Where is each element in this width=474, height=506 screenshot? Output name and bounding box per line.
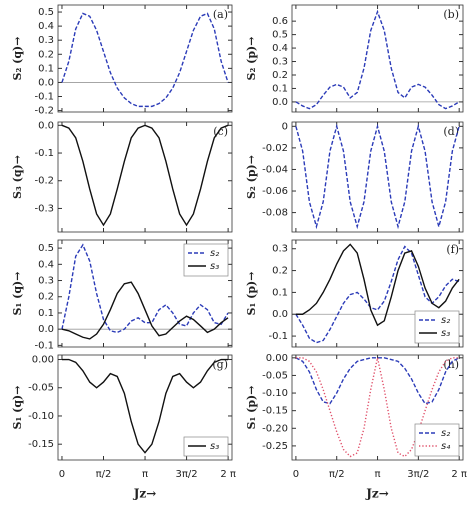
data-line [61,358,229,454]
data-line [295,123,460,230]
y-axis-label: S₁ (p)→ [245,386,258,430]
plot-frame [291,121,464,233]
legend-label: s₄ [441,441,450,452]
y-tick-label: 0.2 [272,266,288,277]
y-tick-label: -0.06 [262,186,288,197]
y-tick-label: 0.1 [38,63,54,74]
y-axis-label: S₂ (q)→ [11,37,24,81]
y-tick-label: -0.1 [34,92,54,103]
y-tick-label: -0.1 [268,331,288,342]
y-tick-label: -0.15 [262,406,288,417]
y-tick-label: 0.0 [38,120,54,131]
x-tick-label: 0 [59,469,65,480]
y-tick-label: 0.0 [272,97,288,108]
x-tick-label: 0 [293,469,299,480]
panel-label: (h) [443,358,459,371]
y-tick-label: 0.5 [38,7,54,18]
y-tick-label: 0.3 [38,276,54,287]
y-tick-label: 0.6 [272,16,288,27]
y-tick-label: -0.05 [28,383,54,394]
y-tick-label: -0.1 [34,148,54,159]
y-tick-label: 0.4 [272,43,288,54]
legend-label: s₃ [210,261,219,272]
x-tick-label: π [375,469,381,480]
y-tick-label: 0.1 [272,287,288,298]
legend-label: s₂ [441,428,450,439]
panel-label: (a) [213,8,228,21]
y-tick-label: -0.25 [262,441,288,452]
y-tick-label: 0.00 [32,355,54,366]
panel-label: (d) [443,125,459,138]
data-line [61,124,229,227]
y-axis-label: S₁ (q)→ [11,386,24,430]
y-tick-label: 0.1 [38,308,54,319]
data-line [61,243,229,334]
data-line [61,281,229,340]
x-axis-label: Jz→ [365,487,389,501]
data-line [61,12,229,108]
x-tick-label: 2 π [451,469,467,480]
plot-frame [57,121,233,233]
y-tick-label: 0.3 [38,35,54,46]
y-tick-label: 0.3 [272,244,288,255]
legend-box [414,310,460,344]
y-tick-label: -0.20 [262,423,288,434]
x-tick-label: π [142,469,148,480]
y-tick-label: 0.2 [38,49,54,60]
y-tick-label: 0.0 [38,324,54,335]
y-tick-label: -0.10 [262,388,288,399]
y-tick-label: 0.0 [272,309,288,320]
y-tick-label: 0.5 [272,30,288,41]
data-line [295,9,460,110]
legend-box [183,243,229,277]
y-tick-label: 0.2 [272,70,288,81]
data-line [295,243,460,327]
plot-frame [57,4,233,113]
data-line [295,357,460,405]
y-tick-label: 0.5 [38,243,54,254]
y-tick-label: 0.2 [38,292,54,303]
y-tick-label: 0.00 [266,353,288,364]
plot-frame [291,4,464,113]
y-axis-label: S₁ (q)→ [11,272,24,316]
y-tick-label: -0.04 [262,164,288,175]
y-tick-label: 0.4 [38,259,54,270]
legend-label: s₂ [210,248,219,259]
x-tick-label: 3π/2 [176,469,198,480]
y-axis-label: S₂ (p)→ [245,155,258,199]
y-tick-label: 0.1 [272,83,288,94]
y-tick-label: -0.2 [34,176,54,187]
y-tick-label: -0.2 [34,106,54,117]
y-tick-label: 0.0 [38,77,54,88]
y-tick-label: -0.10 [28,411,54,422]
legend-box [414,423,460,457]
y-tick-label: 0.3 [272,57,288,68]
x-axis-label: Jz→ [133,487,157,501]
y-tick-label: -0.3 [34,203,54,214]
x-tick-label: 2 π [220,469,236,480]
y-tick-label: -0.1 [34,340,54,351]
y-tick-label: -0.15 [28,439,54,450]
legend-label: s₃ [441,328,450,339]
legend-label: s₂ [441,315,450,326]
panel-label: (f) [446,243,459,256]
legend-label: s₃ [210,441,219,452]
y-axis-label: S₁ (p)→ [245,272,258,316]
y-tick-label: -0.05 [262,370,288,381]
y-axis-label: S₂ (p)→ [245,37,258,81]
y-tick-label: -0.08 [262,208,288,219]
y-tick-label: 0.4 [38,21,54,32]
x-tick-label: π/2 [96,469,112,480]
y-axis-label: S₃ (q)→ [11,155,24,199]
y-tick-label: -0.02 [262,143,288,154]
y-tick-label: 0 [282,121,288,132]
x-tick-label: 3π/2 [407,469,429,480]
panel-label: (b) [443,8,459,21]
x-tick-label: π/2 [329,469,345,480]
